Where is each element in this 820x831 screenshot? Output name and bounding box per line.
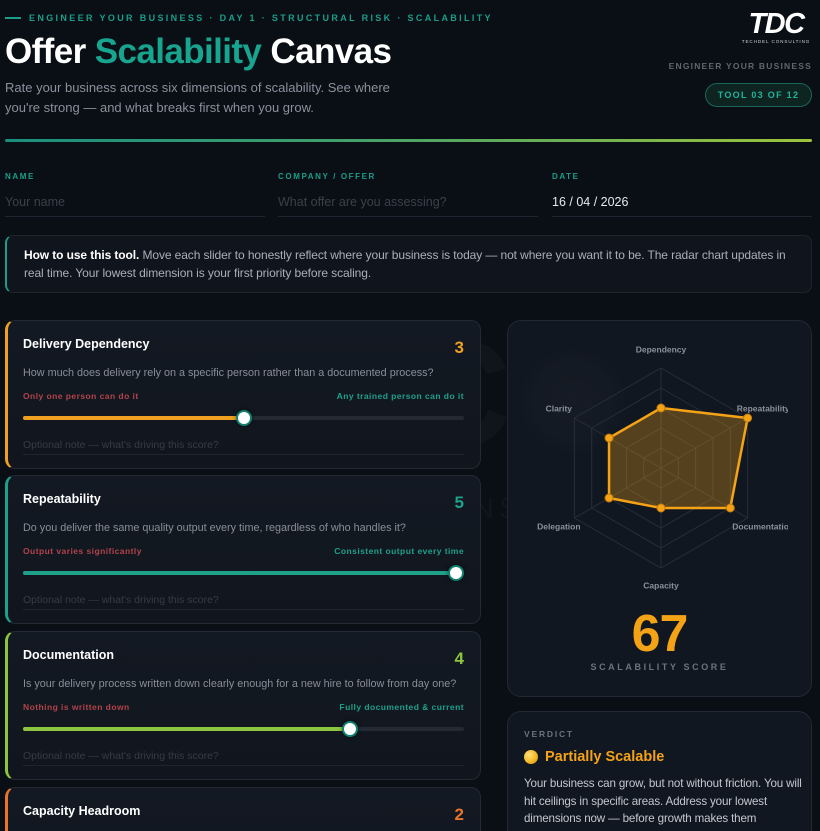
dimension-card-capacity-headroom: Capacity Headroom 2 [5, 787, 481, 831]
scale-low-label: Output varies significantly [23, 546, 142, 556]
logo-tagline: TECHDEL CONSULTING [741, 39, 811, 44]
dimension-question: Is your delivery process written down cl… [23, 678, 457, 690]
title-highlight: Scalability [94, 32, 262, 71]
company-field-group: COMPANY / OFFER [278, 166, 538, 217]
radar-data-point [743, 413, 753, 423]
eyebrow-dash [5, 17, 21, 19]
gradient-divider [5, 139, 812, 142]
dimension-question: Do you deliver the same quality output e… [23, 522, 406, 534]
date-input[interactable] [552, 193, 812, 217]
radar-axis-label: Documentation [732, 521, 788, 531]
instructions-box: How to use this tool. Move each slider t… [5, 235, 812, 293]
scalability-score-value: 67 [631, 605, 689, 663]
brand-logo: TDC TECHDEL CONSULTING [740, 8, 812, 45]
tool-badge: TOOL 03 OF 12 [705, 83, 812, 107]
dimension-question: How much does delivery rely on a specifi… [23, 367, 434, 379]
dimension-score: 5 [454, 493, 464, 512]
instructions-lead: How to use this tool. [24, 248, 140, 262]
dimension-title: Documentation [23, 648, 114, 662]
dimension-score: 4 [454, 649, 464, 668]
radar-data-point [725, 503, 735, 513]
verdict-card: VERDICT Partially Scalable Your business… [507, 711, 812, 831]
slider-thumb[interactable] [448, 565, 464, 581]
series-label: ENGINEER YOUR BUSINESS [668, 61, 812, 71]
radar-data-point [604, 493, 614, 503]
scale-low-label: Nothing is written down [23, 702, 130, 712]
radar-axis-label: Repeatability [737, 403, 788, 413]
page-subtitle: Rate your business across six dimensions… [5, 80, 390, 115]
logo-mark: TDC [748, 8, 805, 40]
page-title: Offer Scalability Canvas [5, 32, 392, 72]
dimension-card-documentation: Documentation 4 Is your delivery process… [5, 631, 481, 780]
radar-data-point [656, 403, 666, 413]
verdict-body: Your business can grow, but not without … [524, 777, 802, 825]
slider-fill [23, 571, 456, 575]
radar-data-point [656, 503, 666, 513]
dimension-note-input[interactable] [23, 436, 464, 455]
dimension-slider[interactable] [23, 564, 464, 582]
radar-spoke [660, 417, 748, 469]
title-part1: Offer [5, 32, 95, 71]
scale-high-label: Fully documented & current [339, 702, 464, 712]
dimension-note-input[interactable] [23, 747, 464, 766]
scale-high-label: Any trained person can do it [336, 391, 464, 401]
name-input[interactable] [5, 193, 265, 217]
dimension-score: 3 [454, 338, 464, 357]
slider-fill [23, 416, 244, 420]
dimension-card-repeatability: Repeatability 5 Do you deliver the same … [5, 475, 481, 624]
radar-spoke [574, 467, 662, 519]
instructions-body: Move each slider to honestly reflect whe… [24, 248, 786, 280]
dimension-title: Capacity Headroom [23, 804, 141, 818]
date-field-group: DATE [552, 166, 812, 217]
title-part2: Canvas [261, 32, 392, 71]
scalability-score-label: SCALABILITY SCORE [590, 662, 729, 672]
name-field-group: NAME [5, 166, 265, 217]
scale-low-label: Only one person can do it [23, 391, 139, 401]
eyebrow: ENGINEER YOUR BUSINESS · DAY 1 · STRUCTU… [5, 13, 493, 23]
name-label: NAME [5, 172, 35, 181]
date-label: DATE [552, 172, 580, 181]
slider-thumb[interactable] [341, 721, 358, 737]
dimension-title: Delivery Dependency [23, 337, 150, 351]
radar-data-polygon [607, 406, 749, 510]
dimension-slider[interactable] [23, 409, 464, 427]
company-label: COMPANY / OFFER [278, 172, 376, 181]
verdict-label: VERDICT [524, 729, 574, 739]
dimension-card-delivery-dependency: Delivery Dependency 3 How much does deli… [5, 320, 481, 469]
dimension-slider[interactable] [23, 720, 464, 738]
radar-axis-label: Clarity [546, 403, 573, 413]
radar-chart: Dependency Repeatability Documentation Capa… [537, 344, 788, 590]
radar-axis-label: Delegation [537, 521, 580, 531]
dimension-note-input[interactable] [23, 591, 464, 610]
slider-thumb[interactable] [235, 410, 252, 426]
scale-high-label: Consistent output every time [334, 546, 464, 556]
radar-spoke [574, 417, 662, 469]
yellow-circle-icon [524, 750, 538, 764]
radar-card: Dependency Repeatability Documentation Capa… [507, 320, 812, 697]
verdict-title-text: Partially Scalable [545, 749, 665, 765]
radar-data-point [604, 433, 614, 443]
radar-axis-label: Capacity [643, 580, 679, 590]
eyebrow-text: ENGINEER YOUR BUSINESS · DAY 1 · STRUCTU… [29, 13, 493, 23]
company-input[interactable] [278, 193, 538, 217]
slider-fill [23, 727, 350, 731]
dimension-title: Repeatability [23, 492, 101, 506]
dimension-score: 2 [454, 805, 464, 824]
radar-axis-label: Dependency [636, 344, 687, 354]
verdict-title: Partially Scalable [524, 749, 664, 765]
